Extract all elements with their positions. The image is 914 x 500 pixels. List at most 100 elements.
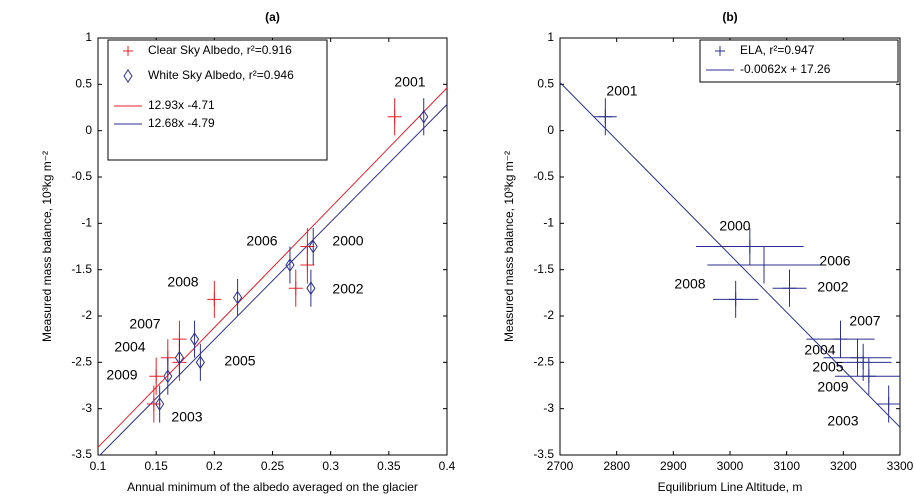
y-tick-label: -1 [81,216,92,230]
y-tick-label: -2 [81,308,92,322]
y-tick-label: -2.5 [71,355,92,369]
data-point [757,258,771,273]
fit-line [560,82,900,428]
x-tick-label: 3000 [717,459,744,473]
legend-label: ELA, r²=0.947 [740,43,815,57]
y-tick-label: 0 [85,123,92,137]
data-point [232,290,243,305]
point-label: 2005 [224,353,255,369]
point-label: 2000 [332,233,363,249]
legend-label: -0.0062x + 17.26 [740,62,831,76]
point-label: 2004 [804,342,835,358]
point-label: 2008 [167,274,198,290]
data-point [742,239,757,254]
legend-label: 12.68x -4.79 [148,116,215,130]
y-tick-label: -2 [543,308,554,322]
data-point [195,355,205,370]
data-point [300,258,315,273]
data-point [387,109,402,124]
data-point [149,369,164,384]
y-tick-label: -1.5 [71,262,92,276]
fit-line [99,104,447,455]
legend-label: White Sky Albedo, r²=0.946 [148,68,294,82]
legend-label: 12.93x -4.71 [148,98,215,112]
y-axis-label: Measured mass balance, 10³kg m⁻² [502,151,516,342]
data-point [163,369,173,384]
y-tick-label: 1 [85,30,92,44]
x-tick-label: 0.15 [144,459,168,473]
point-label: 2009 [106,367,137,383]
y-tick-label: 0.5 [75,77,92,91]
plot-content [98,87,447,455]
data-point [174,350,185,365]
x-tick-label: 3100 [773,459,800,473]
x-tick-label: 0.4 [439,459,456,473]
plot-content [560,82,900,428]
point-label: 2003 [827,413,858,429]
legend-marker [715,46,725,56]
point-label: 2002 [817,279,848,295]
y-tick-label: -1 [543,216,554,230]
point-label: 2000 [719,218,750,234]
x-tick-label: 2800 [603,459,630,473]
data-point [833,332,848,347]
point-label: 2007 [849,313,880,329]
y-tick-label: 0.5 [537,77,554,91]
point-label: 2005 [812,359,843,375]
point-label: 2006 [819,253,850,269]
y-tick-label: -0.5 [71,169,92,183]
point-label: 2006 [246,233,277,249]
point-label: 2004 [114,339,145,355]
x-axis-label: Annual minimum of the albedo averaged on… [127,480,418,494]
point-label: 2007 [129,316,160,332]
legend-marker [123,69,133,83]
x-tick-label: 0.25 [261,459,285,473]
data-point [308,239,318,254]
legend-label: Clear Sky Albedo, r²=0.916 [148,43,292,57]
x-tick-label: 0.2 [206,459,223,473]
data-point [728,292,743,307]
y-tick-label: 0 [547,123,554,137]
y-tick-label: -0.5 [533,169,554,183]
legend-box [107,39,328,161]
y-tick-label: -3.5 [71,447,92,461]
data-point [306,281,316,296]
x-tick-label: 0.35 [377,459,401,473]
data-point [155,397,165,411]
chart-title: (b) [722,10,737,24]
point-label: 2008 [674,276,705,292]
y-tick-label: -2.5 [533,355,554,369]
data-point [856,355,871,370]
data-point [881,397,896,412]
point-label: 2002 [332,281,363,297]
data-point [782,281,797,296]
data-point [285,258,295,272]
data-point [419,109,429,124]
y-tick-label: -1.5 [533,262,554,276]
data-point [288,281,303,296]
x-tick-label: 3300 [887,459,914,473]
legend-marker [123,46,133,56]
point-label: 2001 [606,83,637,99]
point-label: 2001 [394,74,425,90]
data-point [146,397,161,412]
y-tick-label: 1 [547,30,554,44]
legend-box [699,39,899,83]
x-axis-label: Equilibrium Line Altitude, m [658,480,803,494]
chart-title: (a) [265,10,280,24]
x-tick-label: 2700 [547,459,574,473]
y-tick-label: -3 [543,401,554,415]
data-point [207,292,222,307]
data-point [189,332,200,347]
y-axis-label: Measured mass balance, 10³kg m⁻² [40,151,54,342]
x-tick-label: 3200 [830,459,857,473]
y-tick-label: -3.5 [533,447,554,461]
x-tick-label: 0.1 [90,459,107,473]
data-point [861,369,876,384]
y-tick-label: -3 [81,401,92,415]
point-label: 2009 [817,379,848,395]
point-label: 2003 [171,409,202,425]
x-tick-label: 2900 [660,459,687,473]
data-point [598,109,613,124]
